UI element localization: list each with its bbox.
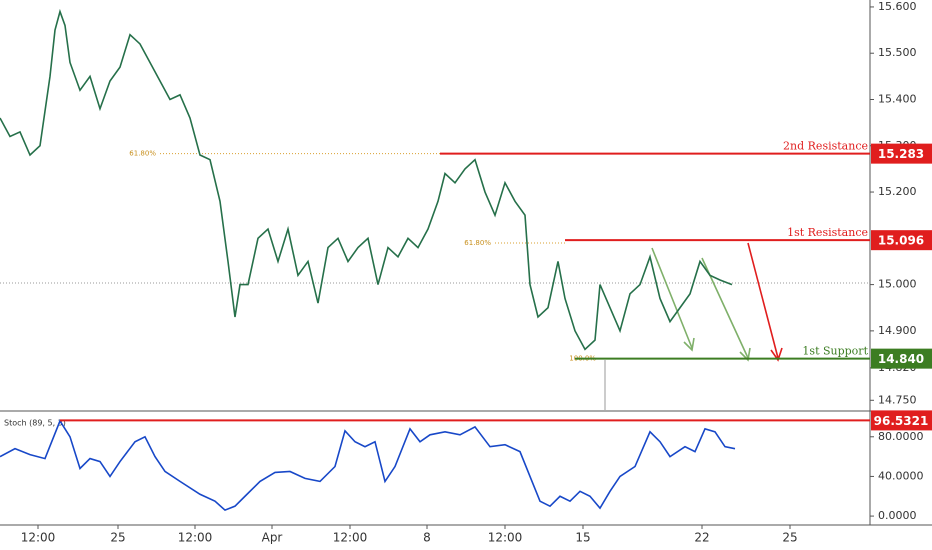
price-tag-label: 15.283 [878,147,924,161]
level-label: 1st Resistance [787,226,868,239]
y-tick-label: 15.000 [878,278,917,291]
y-tick-label: 15.200 [878,185,917,198]
x-tick-label: 8 [423,531,431,545]
y-tick-label: 15.600 [878,0,917,13]
y-tick-label: 15.400 [878,92,917,105]
price-tag-label: 14.840 [878,352,924,366]
x-tick-label: 25 [110,531,125,545]
x-tick-label: Apr [262,531,283,545]
y-tick-label: 14.900 [878,324,917,337]
red-arrow [747,242,783,362]
x-tick-label: 12:00 [488,531,523,545]
level-label: 1st Support [802,345,868,358]
fib-label: 61.80% [129,150,156,158]
x-tick-label: 12:00 [21,531,56,545]
level-label: 2nd Resistance [783,140,868,153]
price-tag-label: 96.5321 [874,414,929,428]
price-tag [871,348,932,369]
price-tag [871,143,932,164]
x-tick-label: 15 [575,531,590,545]
x-tick-label: 25 [782,531,797,545]
x-tick-label: 22 [694,531,709,545]
price-tag-label: 15.096 [878,234,924,248]
indicator-title: Stoch (89, 5, 3) [4,419,66,428]
x-tick-label: 12:00 [178,531,213,545]
price-tag [871,410,932,431]
series-line [0,419,736,512]
y-tick-label: 14.750 [878,393,917,406]
y-tick-label: 80.0000 [878,430,924,443]
y-tick-label: 40.0000 [878,469,924,482]
price-tag [871,230,932,251]
projection-arrows [651,242,783,362]
y-tick-label: 0.0000 [878,509,917,522]
series-line [0,8,733,351]
y-tick-label: 15.500 [878,46,917,59]
green-arrow [651,247,695,352]
x-tick-label: 12:00 [333,531,368,545]
fib-label: 61.80% [464,239,491,247]
